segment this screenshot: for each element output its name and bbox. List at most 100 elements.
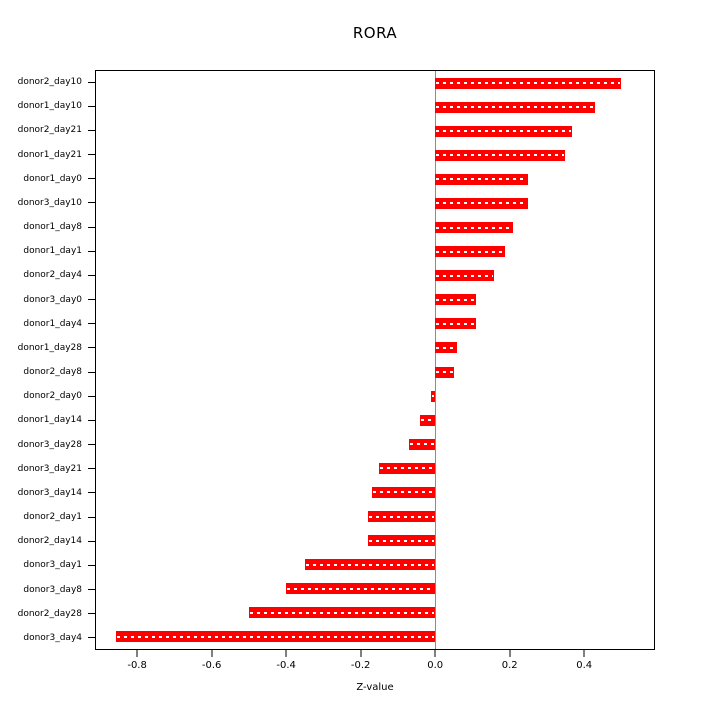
bar-stripe [435, 178, 527, 181]
bar-donor1_day0 [434, 173, 528, 185]
x-tick [434, 650, 436, 657]
bar-donor3_day21 [379, 462, 435, 474]
bar-stripe [435, 298, 475, 301]
y-tick-label: donor2_day10 [17, 77, 82, 88]
bar-donor1_day14 [420, 414, 435, 426]
y-tick-label: donor1_day8 [23, 222, 82, 233]
bar-stripe [435, 274, 494, 277]
y-tick [88, 589, 95, 591]
x-tick [136, 650, 138, 657]
bar-donor3_day8 [286, 583, 435, 595]
y-tick [88, 564, 95, 566]
y-tick-label: donor3_day14 [17, 487, 82, 498]
x-tick-label: 0.2 [501, 660, 518, 671]
x-tick-label: -0.4 [276, 660, 296, 671]
y-tick-label: donor3_day0 [23, 294, 82, 305]
y-tick [88, 613, 95, 615]
bar-stripe [435, 226, 512, 229]
x-tick [211, 650, 213, 657]
bar-stripe [435, 250, 505, 253]
bar-donor2_day14 [368, 535, 435, 547]
bar-stripe [435, 130, 572, 133]
x-tick [583, 650, 585, 657]
y-tick [88, 274, 95, 276]
y-tick-label: donor3_day10 [17, 197, 82, 208]
bar-stripe [369, 515, 434, 518]
y-tick [88, 129, 95, 131]
y-tick [88, 395, 95, 397]
bar-stripe [435, 346, 457, 349]
bar-stripe [372, 491, 434, 494]
bar-stripe [380, 467, 434, 470]
bar-stripe [306, 563, 434, 566]
x-tick-label: -0.2 [350, 660, 371, 671]
x-tick-label: -0.8 [127, 660, 147, 671]
bar-stripe [116, 635, 434, 638]
bar-donor1_day1 [434, 246, 506, 258]
y-tick-label: donor2_day4 [23, 270, 82, 281]
y-tick [88, 540, 95, 542]
y-tick [88, 444, 95, 446]
chart-title: RORA [352, 24, 398, 42]
x-tick-label: 0.4 [576, 660, 593, 671]
y-tick-label: donor1_day14 [17, 415, 82, 426]
y-tick-label: donor2_day0 [23, 391, 82, 402]
y-tick [88, 637, 95, 639]
bar-donor3_day0 [434, 294, 476, 306]
x-tick-label: 0.0 [427, 660, 444, 671]
y-tick-label: donor3_day21 [17, 463, 82, 474]
y-tick-label: donor1_day1 [23, 246, 82, 257]
bar-stripe [435, 154, 564, 157]
bar-donor2_day28 [249, 607, 435, 619]
y-tick-label: donor1_day28 [17, 342, 82, 353]
x-tick [360, 650, 362, 657]
x-tick-label: -0.6 [201, 660, 222, 671]
x-tick [285, 650, 287, 657]
y-tick [88, 154, 95, 156]
zero-line [434, 71, 436, 649]
bar-stripe [435, 371, 453, 374]
y-tick [88, 492, 95, 494]
y-tick [88, 202, 95, 204]
bar-stripe [409, 443, 434, 446]
bar-stripe [250, 611, 434, 614]
bar-donor1_day4 [434, 318, 476, 330]
bar-donor2_day1 [368, 511, 435, 523]
y-tick [88, 371, 95, 373]
y-tick [88, 347, 95, 349]
y-tick [88, 468, 95, 470]
y-tick [88, 81, 95, 83]
y-tick [88, 178, 95, 180]
y-tick-label: donor3_day28 [17, 439, 82, 450]
bar-stripe [287, 587, 434, 590]
y-tick-label: donor2_day28 [17, 608, 82, 619]
bar-donor1_day28 [434, 342, 458, 354]
y-tick-label: donor2_day14 [17, 536, 82, 547]
y-tick [88, 299, 95, 301]
y-tick [88, 250, 95, 252]
bar-donor2_day8 [434, 366, 454, 378]
bar-donor3_day14 [371, 486, 435, 498]
x-tick [509, 650, 511, 657]
y-tick-label: donor3_day8 [23, 584, 82, 595]
bar-donor3_day1 [305, 559, 435, 571]
y-tick [88, 323, 95, 325]
y-tick-label: donor1_day4 [23, 318, 82, 329]
bar-donor3_day10 [434, 197, 528, 209]
y-tick [88, 226, 95, 228]
y-tick-label: donor1_day10 [17, 101, 82, 112]
y-tick-label: donor2_day1 [23, 512, 82, 523]
bar-donor2_day10 [434, 77, 621, 89]
y-tick [88, 105, 95, 107]
y-tick-label: donor1_day21 [17, 149, 82, 160]
bar-stripe [421, 419, 434, 422]
y-axis: donor2_day10 donor1_day10 donor2_day21 dono… [0, 70, 95, 650]
bar-stripe [435, 106, 594, 109]
bar-donor3_day28 [408, 438, 435, 450]
x-axis: -0.8 -0.6 -0.4 -0.2 0.0 0.2 0.4 [95, 650, 655, 680]
bar-stripe [435, 82, 620, 85]
bar-donor2_day21 [434, 125, 573, 137]
plot-area [95, 70, 655, 650]
y-tick [88, 419, 95, 421]
